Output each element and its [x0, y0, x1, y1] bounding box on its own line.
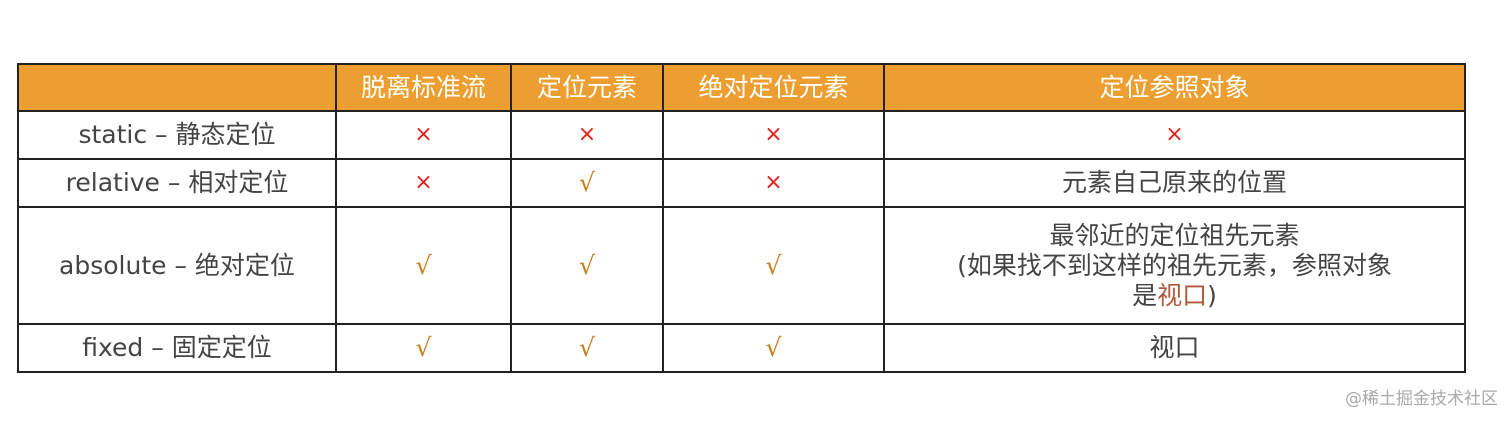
check-mark: √ — [510, 323, 664, 373]
reference-cell: 视口 — [883, 323, 1466, 373]
row-label: fixed – 固定定位 — [17, 323, 337, 373]
header-cell — [17, 63, 337, 112]
table-row: static – 静态定位 × × × × — [17, 110, 1466, 160]
reference-cell: 元素自己原来的位置 — [883, 158, 1466, 208]
header-row: 脱离标准流 定位元素 绝对定位元素 定位参照对象 — [17, 63, 1466, 112]
ref-line: 是视口) — [885, 281, 1464, 311]
cross-mark: × — [662, 110, 885, 160]
check-mark: √ — [335, 323, 512, 373]
ref-text: ) — [1207, 280, 1217, 310]
ref-text: 是 — [1132, 280, 1158, 310]
header-cell: 脱离标准流 — [335, 63, 512, 112]
cross-mark: × — [883, 110, 1466, 160]
cross-mark: × — [335, 110, 512, 160]
cross-mark: × — [335, 158, 512, 208]
ref-line: (如果找不到这样的祖先元素，参照对象 — [957, 250, 1392, 280]
cross-mark: × — [662, 158, 885, 208]
row-label: static – 静态定位 — [17, 110, 337, 160]
check-mark: √ — [335, 206, 512, 325]
positioning-table: 脱离标准流 定位元素 绝对定位元素 定位参照对象 static – 静态定位 ×… — [17, 63, 1466, 373]
row-label: absolute – 绝对定位 — [17, 206, 337, 325]
table-row: absolute – 绝对定位 √ √ √ 最邻近的定位祖先元素 (如果找不到这样… — [17, 206, 1466, 325]
header-cell: 绝对定位元素 — [662, 63, 885, 112]
cross-mark: × — [510, 110, 664, 160]
ref-line: 最邻近的定位祖先元素 — [1049, 220, 1300, 250]
reference-cell: 最邻近的定位祖先元素 (如果找不到这样的祖先元素，参照对象 是视口) — [883, 206, 1466, 325]
header-cell: 定位参照对象 — [883, 63, 1466, 112]
check-mark: √ — [662, 206, 885, 325]
check-mark: √ — [510, 206, 664, 325]
row-label: relative – 相对定位 — [17, 158, 337, 208]
check-mark: √ — [510, 158, 664, 208]
watermark: @稀土掘金技术社区 — [1345, 389, 1498, 409]
table-row: relative – 相对定位 × √ × 元素自己原来的位置 — [17, 158, 1466, 208]
highlight-text: 视口 — [1157, 280, 1208, 310]
check-mark: √ — [662, 323, 885, 373]
header-cell: 定位元素 — [510, 63, 664, 112]
table-row: fixed – 固定定位 √ √ √ 视口 — [17, 323, 1466, 373]
